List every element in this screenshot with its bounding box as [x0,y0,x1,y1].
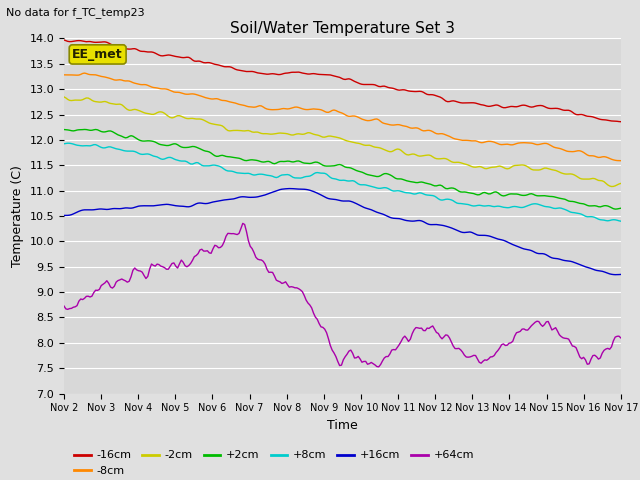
+8cm [60,141,68,147]
+64cm [60,303,68,309]
-2cm [392,147,399,153]
-16cm [565,108,573,113]
-8cm [531,141,539,147]
-8cm [60,72,68,78]
+2cm [403,178,410,184]
Line: +64cm: +64cm [64,223,621,367]
+16cm [392,216,399,221]
-16cm [60,37,68,43]
-2cm [390,148,397,154]
-8cm [81,70,88,76]
-8cm [566,149,574,155]
-2cm [617,180,625,186]
Y-axis label: Temperature (C): Temperature (C) [11,165,24,267]
-2cm [529,167,537,173]
-8cm [403,124,410,130]
Line: +16cm: +16cm [64,189,621,275]
-16cm [392,86,399,92]
Text: EE_met: EE_met [72,48,123,61]
Line: -2cm: -2cm [64,97,621,187]
-8cm [394,122,401,128]
+2cm [81,127,88,132]
+64cm [239,220,246,226]
+16cm [394,216,401,221]
Line: +8cm: +8cm [64,143,621,221]
+2cm [566,199,574,204]
-16cm [62,38,70,44]
-16cm [401,87,408,93]
+8cm [566,209,574,215]
-8cm [617,158,625,164]
Line: +2cm: +2cm [64,130,621,209]
+8cm [392,188,399,194]
+16cm [531,250,539,255]
+8cm [403,190,410,196]
+2cm [62,127,70,132]
+16cm [62,213,70,218]
-16cm [529,104,537,110]
-2cm [401,151,408,156]
+64cm [617,335,625,341]
Text: No data for f_TC_temp23: No data for f_TC_temp23 [6,7,145,18]
+2cm [394,176,401,182]
+64cm [396,342,403,348]
+2cm [617,205,625,211]
+64cm [533,318,541,324]
+2cm [531,192,539,198]
Legend: -16cm, -8cm, -2cm, +2cm, +8cm, +16cm, +64cm: -16cm, -8cm, -2cm, +2cm, +8cm, +16cm, +6… [70,446,478,480]
+64cm [394,345,401,350]
X-axis label: Time: Time [327,419,358,432]
+8cm [617,218,625,224]
+16cm [285,186,293,192]
+16cm [60,213,68,218]
-2cm [607,184,615,190]
-16cm [617,119,625,125]
Line: -8cm: -8cm [64,73,621,161]
+8cm [64,140,72,146]
+16cm [611,272,619,277]
-2cm [60,94,68,100]
-2cm [565,171,573,177]
+8cm [531,201,539,207]
+64cm [62,306,70,312]
+64cm [404,338,412,344]
+16cm [566,258,574,264]
+16cm [617,272,625,277]
Title: Soil/Water Temperature Set 3: Soil/Water Temperature Set 3 [230,21,455,36]
-16cm [390,85,397,91]
+8cm [394,188,401,193]
+64cm [568,343,576,349]
+16cm [403,218,410,224]
+8cm [62,141,70,146]
+2cm [60,127,68,132]
-8cm [392,122,399,128]
+2cm [611,206,619,212]
-2cm [62,95,70,101]
-8cm [62,72,70,78]
Line: -16cm: -16cm [64,40,621,122]
+64cm [375,364,383,370]
+2cm [392,175,399,181]
